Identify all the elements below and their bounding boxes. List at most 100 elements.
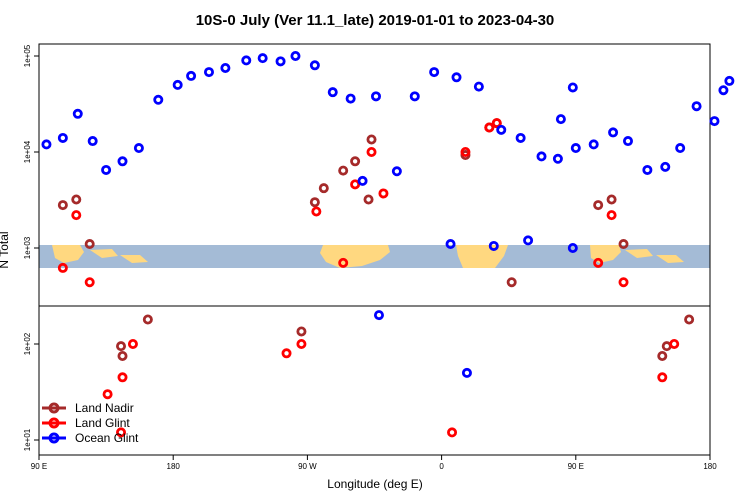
ocean-glint-point — [724, 75, 735, 86]
x-tick-label: 0 — [439, 462, 444, 471]
land-glint-point — [102, 389, 113, 400]
land-glint-point — [116, 427, 127, 438]
x-axis: 90 E 180 90 W 0 90 E 180 — [31, 455, 717, 471]
ocean-glint-point — [709, 116, 720, 127]
ocean-glint-point — [153, 94, 164, 105]
x-axis-label: Longitude (deg E) — [327, 477, 422, 491]
land-glint-point — [366, 146, 377, 157]
y-tick-label: 1e+04 — [23, 140, 32, 163]
ocean-glint-point — [290, 51, 301, 62]
ocean-glint-point — [220, 62, 231, 73]
ocean-glint-point — [72, 108, 83, 119]
land-nadir-point — [506, 277, 517, 288]
chart-title: 10S-0 July (Ver 11.1_late) 2019-01-01 to… — [196, 12, 555, 29]
ocean-glint-point — [101, 164, 112, 175]
land-nadir-point — [84, 239, 95, 250]
land-nadir-point — [684, 314, 695, 325]
legend-land-glint-marker — [48, 417, 60, 429]
land-nadir-point — [363, 194, 374, 205]
land-glint-point — [669, 338, 680, 349]
legend-land-nadir-label: Land Nadir — [75, 401, 134, 415]
land-nadir-point — [657, 350, 668, 361]
ocean-glint-point — [567, 82, 578, 93]
legend-land-glint-label: Land Glint — [75, 416, 130, 430]
land-nadir-point — [318, 183, 329, 194]
ocean-glint-point — [642, 164, 653, 175]
ocean-glint-point — [675, 143, 686, 154]
ocean-glint-point — [567, 242, 578, 253]
land-nadir-point — [309, 197, 320, 208]
land-nadir-point — [116, 341, 127, 352]
ocean-glint-point — [473, 81, 484, 92]
land-nadir-point — [606, 194, 617, 205]
ocean-glint-point — [552, 153, 563, 164]
x-tick-label: 180 — [703, 462, 717, 471]
y-tick-label: 1e+02 — [23, 332, 32, 355]
x-tick-label: 180 — [167, 462, 181, 471]
map-land-south-america — [320, 245, 390, 268]
land-glint-point — [84, 277, 95, 288]
land-glint-point — [593, 257, 604, 268]
map-land-new-guinea-repeat — [656, 255, 684, 263]
ocean-glint-point — [515, 132, 526, 143]
ocean-glint-point — [373, 310, 384, 321]
x-tick-label: 90 W — [298, 462, 317, 471]
x-tick-label: 90 E — [568, 462, 584, 471]
land-glint-point — [484, 122, 495, 133]
land-glint-point — [127, 338, 138, 349]
legend: Land Nadir Land Glint Ocean Glint — [42, 401, 139, 445]
ocean-glint-point — [461, 367, 472, 378]
map-strip — [39, 245, 710, 268]
land-glint-point — [618, 277, 629, 288]
y-axis-label: N Total — [0, 231, 11, 268]
legend-ocean-glint-marker — [48, 432, 60, 444]
ocean-glint-point — [203, 67, 214, 78]
ocean-glint-point — [117, 156, 128, 167]
data-points — [41, 51, 735, 438]
ocean-glint-point — [429, 67, 440, 78]
ocean-glint-point — [87, 136, 98, 147]
ocean-glint-point — [488, 240, 499, 251]
ocean-glint-point — [257, 53, 268, 64]
y-tick-label: 1e+03 — [23, 236, 32, 259]
ocean-glint-point — [409, 91, 420, 102]
y-tick-label: 1e+05 — [23, 44, 32, 67]
land-nadir-point — [338, 165, 349, 176]
land-glint-point — [296, 338, 307, 349]
land-glint-point — [71, 210, 82, 221]
land-glint-point — [447, 427, 458, 438]
ocean-glint-point — [691, 101, 702, 112]
ocean-glint-point — [275, 56, 286, 67]
ocean-glint-point — [370, 91, 381, 102]
land-glint-point — [338, 257, 349, 268]
ocean-glint-point — [391, 166, 402, 177]
ocean-glint-point — [608, 127, 619, 138]
ocean-glint-point — [622, 136, 633, 147]
ocean-glint-point — [309, 60, 320, 71]
x-tick-label: 90 E — [31, 462, 47, 471]
land-glint-point — [460, 146, 471, 157]
ocean-glint-point — [555, 114, 566, 125]
ocean-glint-point — [536, 151, 547, 162]
land-nadir-point — [366, 134, 377, 145]
ocean-glint-point — [57, 132, 68, 143]
land-nadir-point — [593, 200, 604, 211]
land-nadir-point — [117, 350, 128, 361]
land-glint-point — [378, 188, 389, 199]
ocean-glint-point — [496, 124, 507, 135]
ocean-glint-point — [241, 55, 252, 66]
ocean-glint-point — [186, 70, 197, 81]
ocean-glint-point — [357, 175, 368, 186]
map-land-indonesia-east — [90, 249, 118, 258]
y-axis: 1e+05 1e+04 1e+03 1e+02 1e+01 — [23, 44, 39, 451]
ocean-glint-point — [327, 87, 338, 98]
ocean-glint-point — [718, 85, 729, 96]
ocean-glint-point — [345, 93, 356, 104]
land-nadir-point — [296, 326, 307, 337]
ocean-glint-point — [445, 239, 456, 250]
legend-ocean-glint-label: Ocean Glint — [75, 431, 139, 445]
land-glint-point — [491, 118, 502, 129]
land-glint-point — [57, 262, 68, 273]
land-nadir-point — [618, 239, 629, 250]
